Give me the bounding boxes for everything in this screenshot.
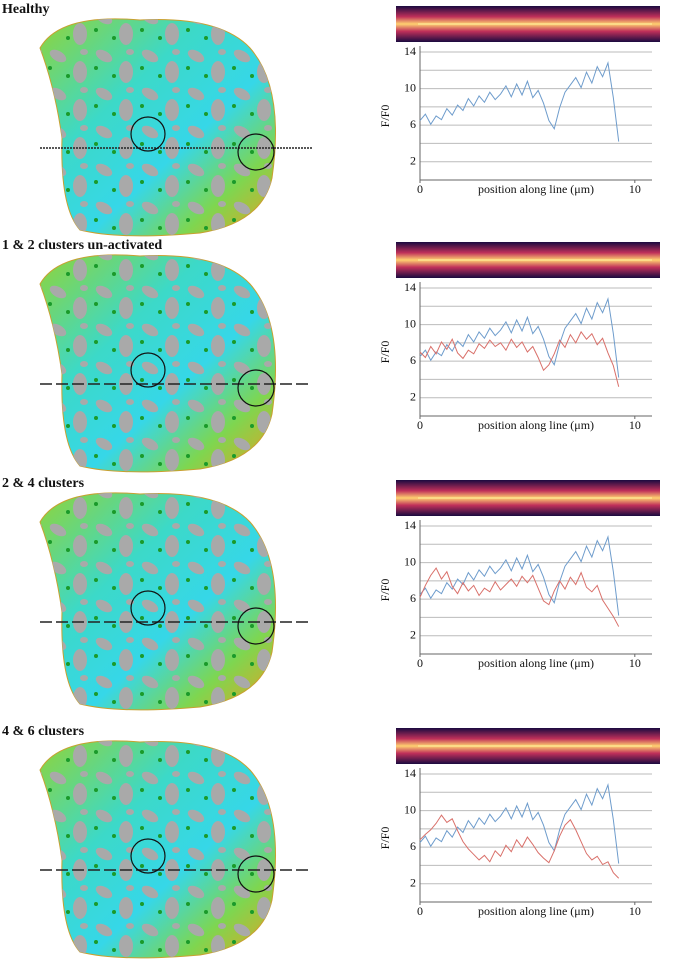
x-tick-label: 10 [629,656,641,670]
y-tick-label: 10 [404,316,416,330]
cluster-circle [237,133,275,171]
cluster-circle [237,369,275,407]
cluster-circle [237,855,275,893]
y-tick-label: 10 [404,554,416,568]
x-tick-label: 0 [417,656,423,670]
y-tick-label: 2 [410,875,416,889]
data-line [419,61,620,142]
x-axis-label: position along line (μm) [478,904,594,918]
x-tick-label: 0 [417,182,423,196]
data-line [419,330,620,387]
y-tick-label: 2 [410,153,416,167]
data-line [419,297,620,378]
cluster-circle [130,838,166,874]
panel-title: 4 & 6 clusters [2,724,85,739]
y-axis-label: F/F0 [378,105,392,128]
x-tick-label: 10 [629,418,641,432]
cluster-circle [237,607,275,645]
x-axis-label: position along line (μm) [478,418,594,432]
cell-simulation [39,18,277,237]
y-tick-label: 14 [404,766,416,780]
panel-title: 2 & 4 clusters [2,476,85,491]
cell-simulation [39,740,277,959]
y-tick-label: 2 [410,389,416,403]
cluster-circle [130,352,166,388]
y-axis-label: F/F0 [378,579,392,602]
data-line [419,814,620,879]
y-axis-label: F/F0 [378,341,392,364]
y-tick-label: 6 [410,353,416,367]
cluster-circle [130,116,166,152]
y-tick-label: 10 [404,80,416,94]
cell-simulation [39,492,277,711]
cluster-circle [130,590,166,626]
panel-title: Healthy [2,2,49,17]
data-line [419,783,620,864]
y-tick-label: 6 [410,839,416,853]
x-tick-label: 10 [629,182,641,196]
data-line [419,567,620,627]
panel-title: 1 & 2 clusters un-activated [2,238,162,253]
y-tick-label: 14 [404,44,416,58]
data-line [419,535,620,616]
x-axis-label: position along line (μm) [478,182,594,196]
y-tick-label: 2 [410,627,416,641]
x-tick-label: 10 [629,904,641,918]
y-axis-label: F/F0 [378,827,392,850]
x-tick-label: 0 [417,418,423,432]
cell-simulation [39,254,277,473]
x-axis-label: position along line (μm) [478,656,594,670]
y-tick-label: 6 [410,117,416,131]
y-tick-label: 6 [410,591,416,605]
x-tick-label: 0 [417,904,423,918]
y-tick-label: 14 [404,518,416,532]
y-tick-label: 10 [404,802,416,816]
y-tick-label: 14 [404,280,416,294]
